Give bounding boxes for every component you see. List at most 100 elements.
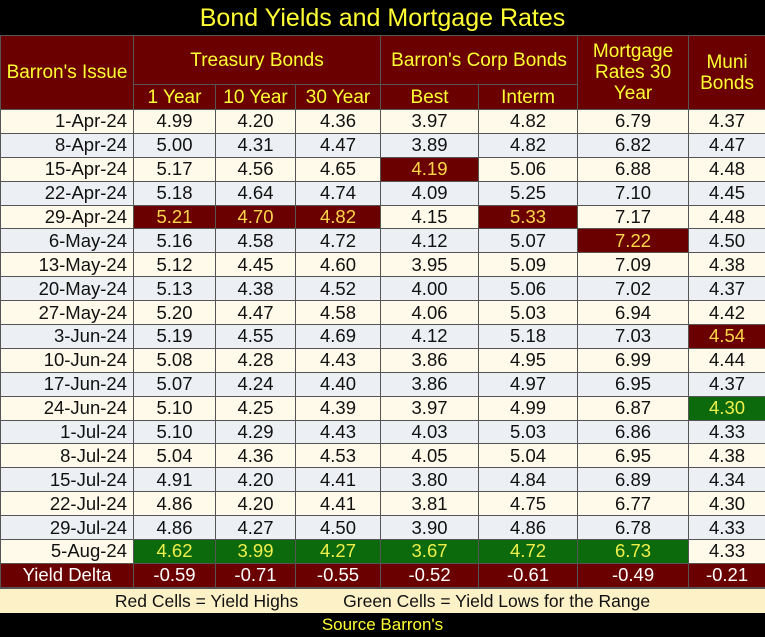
table-row: 8-Apr-24 5.00 4.31 4.47 3.89 4.82 6.82 4.47 bbox=[0, 132, 765, 158]
table-row: 15-Jul-24 4.91 4.20 4.41 3.80 4.84 6.89 4.34 bbox=[0, 467, 765, 493]
yield-cell: 6.86 bbox=[577, 419, 690, 445]
table-body: 1-Apr-24 4.99 4.20 4.36 3.97 4.82 6.79 4.37 8-Ap… bbox=[0, 109, 765, 588]
yield-cell: 6.99 bbox=[577, 347, 690, 373]
yield-cell: 4.38 bbox=[688, 252, 765, 278]
yield-cell: 4.45 bbox=[688, 180, 765, 206]
yield-cell: 6.88 bbox=[577, 156, 690, 182]
table-row: 8-Jul-24 5.04 4.36 4.53 4.05 5.04 6.95 4.38 bbox=[0, 443, 765, 469]
yield-cell: 4.97 bbox=[478, 371, 579, 397]
yield-cell: 4.28 bbox=[215, 347, 296, 373]
yield-cell: 4.41 bbox=[294, 467, 382, 493]
yield-cell: 4.53 bbox=[294, 443, 382, 469]
yield-cell: 4.25 bbox=[215, 395, 296, 421]
issue-date: 3-Jun-24 bbox=[0, 324, 134, 349]
header-barrons-issue: Barron's Issue bbox=[0, 35, 134, 110]
yield-cell: 5.07 bbox=[478, 228, 579, 254]
yield-cell: 4.36 bbox=[215, 443, 296, 469]
yield-cell: 7.03 bbox=[577, 324, 690, 349]
yield-cell: 4.40 bbox=[294, 371, 382, 397]
legend: Red Cells = Yield Highs Green Cells = Yi… bbox=[0, 587, 765, 613]
yield-cell: 4.24 bbox=[215, 371, 296, 397]
table-row: 29-Jul-24 4.86 4.27 4.50 3.90 4.86 6.78 4.33 bbox=[0, 515, 765, 541]
yield-cell: 4.55 bbox=[215, 324, 296, 349]
header-treasury-bonds: Treasury Bonds bbox=[132, 35, 382, 85]
yield-cell: 4.82 bbox=[478, 109, 579, 134]
yield-cell: 4.41 bbox=[294, 491, 382, 517]
header-mortgage-rates: Mortgage Rates 30 Year bbox=[577, 35, 690, 110]
yield-cell: 3.81 bbox=[380, 491, 480, 517]
yield-cell: 4.05 bbox=[380, 443, 480, 469]
issue-date: 5-Aug-24 bbox=[0, 539, 134, 564]
issue-date: 6-May-24 bbox=[0, 228, 134, 254]
yield-cell: 5.13 bbox=[133, 276, 216, 302]
source-note: Source Barron's bbox=[0, 612, 765, 637]
yield-cell: 4.58 bbox=[215, 228, 296, 254]
yield-cell: 6.79 bbox=[577, 109, 690, 134]
table-row: 1-Apr-24 4.99 4.20 4.36 3.97 4.82 6.79 4.37 bbox=[0, 109, 765, 134]
yield-cell: 4.82 bbox=[478, 132, 579, 158]
yield-cell-low: 4.72 bbox=[478, 539, 579, 564]
yield-cell: 4.52 bbox=[294, 276, 382, 302]
yield-delta-row: Yield Delta -0.59 -0.71 -0.55 -0.52 -0.61 -0.4… bbox=[0, 562, 765, 588]
yield-cell: 4.45 bbox=[215, 252, 296, 278]
yield-cell: 3.97 bbox=[380, 109, 480, 134]
yield-cell: 6.78 bbox=[577, 515, 690, 541]
yield-cell: 4.31 bbox=[215, 132, 296, 158]
yield-cell: 3.80 bbox=[380, 467, 480, 493]
yield-cell: 7.02 bbox=[577, 276, 690, 302]
yield-cell: 6.89 bbox=[577, 467, 690, 493]
yield-cell: 4.37 bbox=[688, 109, 765, 134]
yield-cell-high: 4.54 bbox=[688, 324, 765, 349]
yield-cell: 4.74 bbox=[294, 180, 382, 206]
yield-cell: 4.43 bbox=[294, 347, 382, 373]
yield-cell: 7.17 bbox=[577, 204, 690, 230]
issue-date: 1-Apr-24 bbox=[0, 109, 134, 134]
table-row: 20-May-24 5.13 4.38 4.52 4.00 5.06 7.02 4.37 bbox=[0, 276, 765, 302]
table-row: 24-Jun-24 5.10 4.25 4.39 3.97 4.99 6.87 4.30 bbox=[0, 395, 765, 421]
yield-cell: 4.38 bbox=[688, 443, 765, 469]
yield-cell: 6.82 bbox=[577, 132, 690, 158]
yield-cell: 5.04 bbox=[478, 443, 579, 469]
yield-cell: 5.18 bbox=[478, 324, 579, 349]
yield-cell: 4.36 bbox=[294, 109, 382, 134]
yield-cell: 5.09 bbox=[478, 252, 579, 278]
yield-cell: 5.08 bbox=[133, 347, 216, 373]
page-title: Bond Yields and Mortgage Rates bbox=[0, 0, 765, 35]
table-row: 22-Jul-24 4.86 4.20 4.41 3.81 4.75 6.77 4.30 bbox=[0, 491, 765, 517]
yield-cell: 5.00 bbox=[133, 132, 216, 158]
yield-cell-low: 4.27 bbox=[294, 539, 382, 564]
yield-cell: 4.56 bbox=[215, 156, 296, 182]
yield-cell: 4.33 bbox=[688, 539, 765, 564]
yield-cell: 5.18 bbox=[133, 180, 216, 206]
yield-cell: 6.77 bbox=[577, 491, 690, 517]
yield-cell: 5.25 bbox=[478, 180, 579, 206]
yield-cell: 4.47 bbox=[294, 132, 382, 158]
yield-cell: 4.72 bbox=[294, 228, 382, 254]
issue-date: 17-Jun-24 bbox=[0, 371, 134, 397]
yield-cell: 4.15 bbox=[380, 204, 480, 230]
yield-cell: 5.03 bbox=[478, 300, 579, 326]
yield-cell: 4.37 bbox=[688, 276, 765, 302]
yield-cell: 4.47 bbox=[688, 132, 765, 158]
yield-cell: 3.86 bbox=[380, 347, 480, 373]
yield-cell: 4.20 bbox=[215, 467, 296, 493]
yield-cell: 4.20 bbox=[215, 491, 296, 517]
legend-red: Red Cells = Yield Highs bbox=[114, 590, 299, 611]
issue-date: 29-Apr-24 bbox=[0, 204, 134, 230]
yield-cell: 3.90 bbox=[380, 515, 480, 541]
yield-cell: 4.06 bbox=[380, 300, 480, 326]
table-row: 15-Apr-24 5.17 4.56 4.65 4.19 5.06 6.88 4.48 bbox=[0, 156, 765, 182]
issue-date: 15-Jul-24 bbox=[0, 467, 134, 493]
issue-date: 10-Jun-24 bbox=[0, 347, 134, 373]
yield-cell: 5.06 bbox=[478, 276, 579, 302]
yield-cell: 5.03 bbox=[478, 419, 579, 445]
yield-delta-cell: -0.49 bbox=[577, 562, 690, 588]
yield-cell-low: 3.99 bbox=[215, 539, 296, 564]
legend-green: Green Cells = Yield Lows for the Range bbox=[343, 590, 651, 611]
issue-date: 8-Jul-24 bbox=[0, 443, 134, 469]
yield-cell: 5.19 bbox=[133, 324, 216, 349]
yield-cell: 4.12 bbox=[380, 324, 480, 349]
yield-cell: 4.33 bbox=[688, 515, 765, 541]
issue-date: 15-Apr-24 bbox=[0, 156, 134, 182]
header-best: Best bbox=[380, 84, 480, 110]
